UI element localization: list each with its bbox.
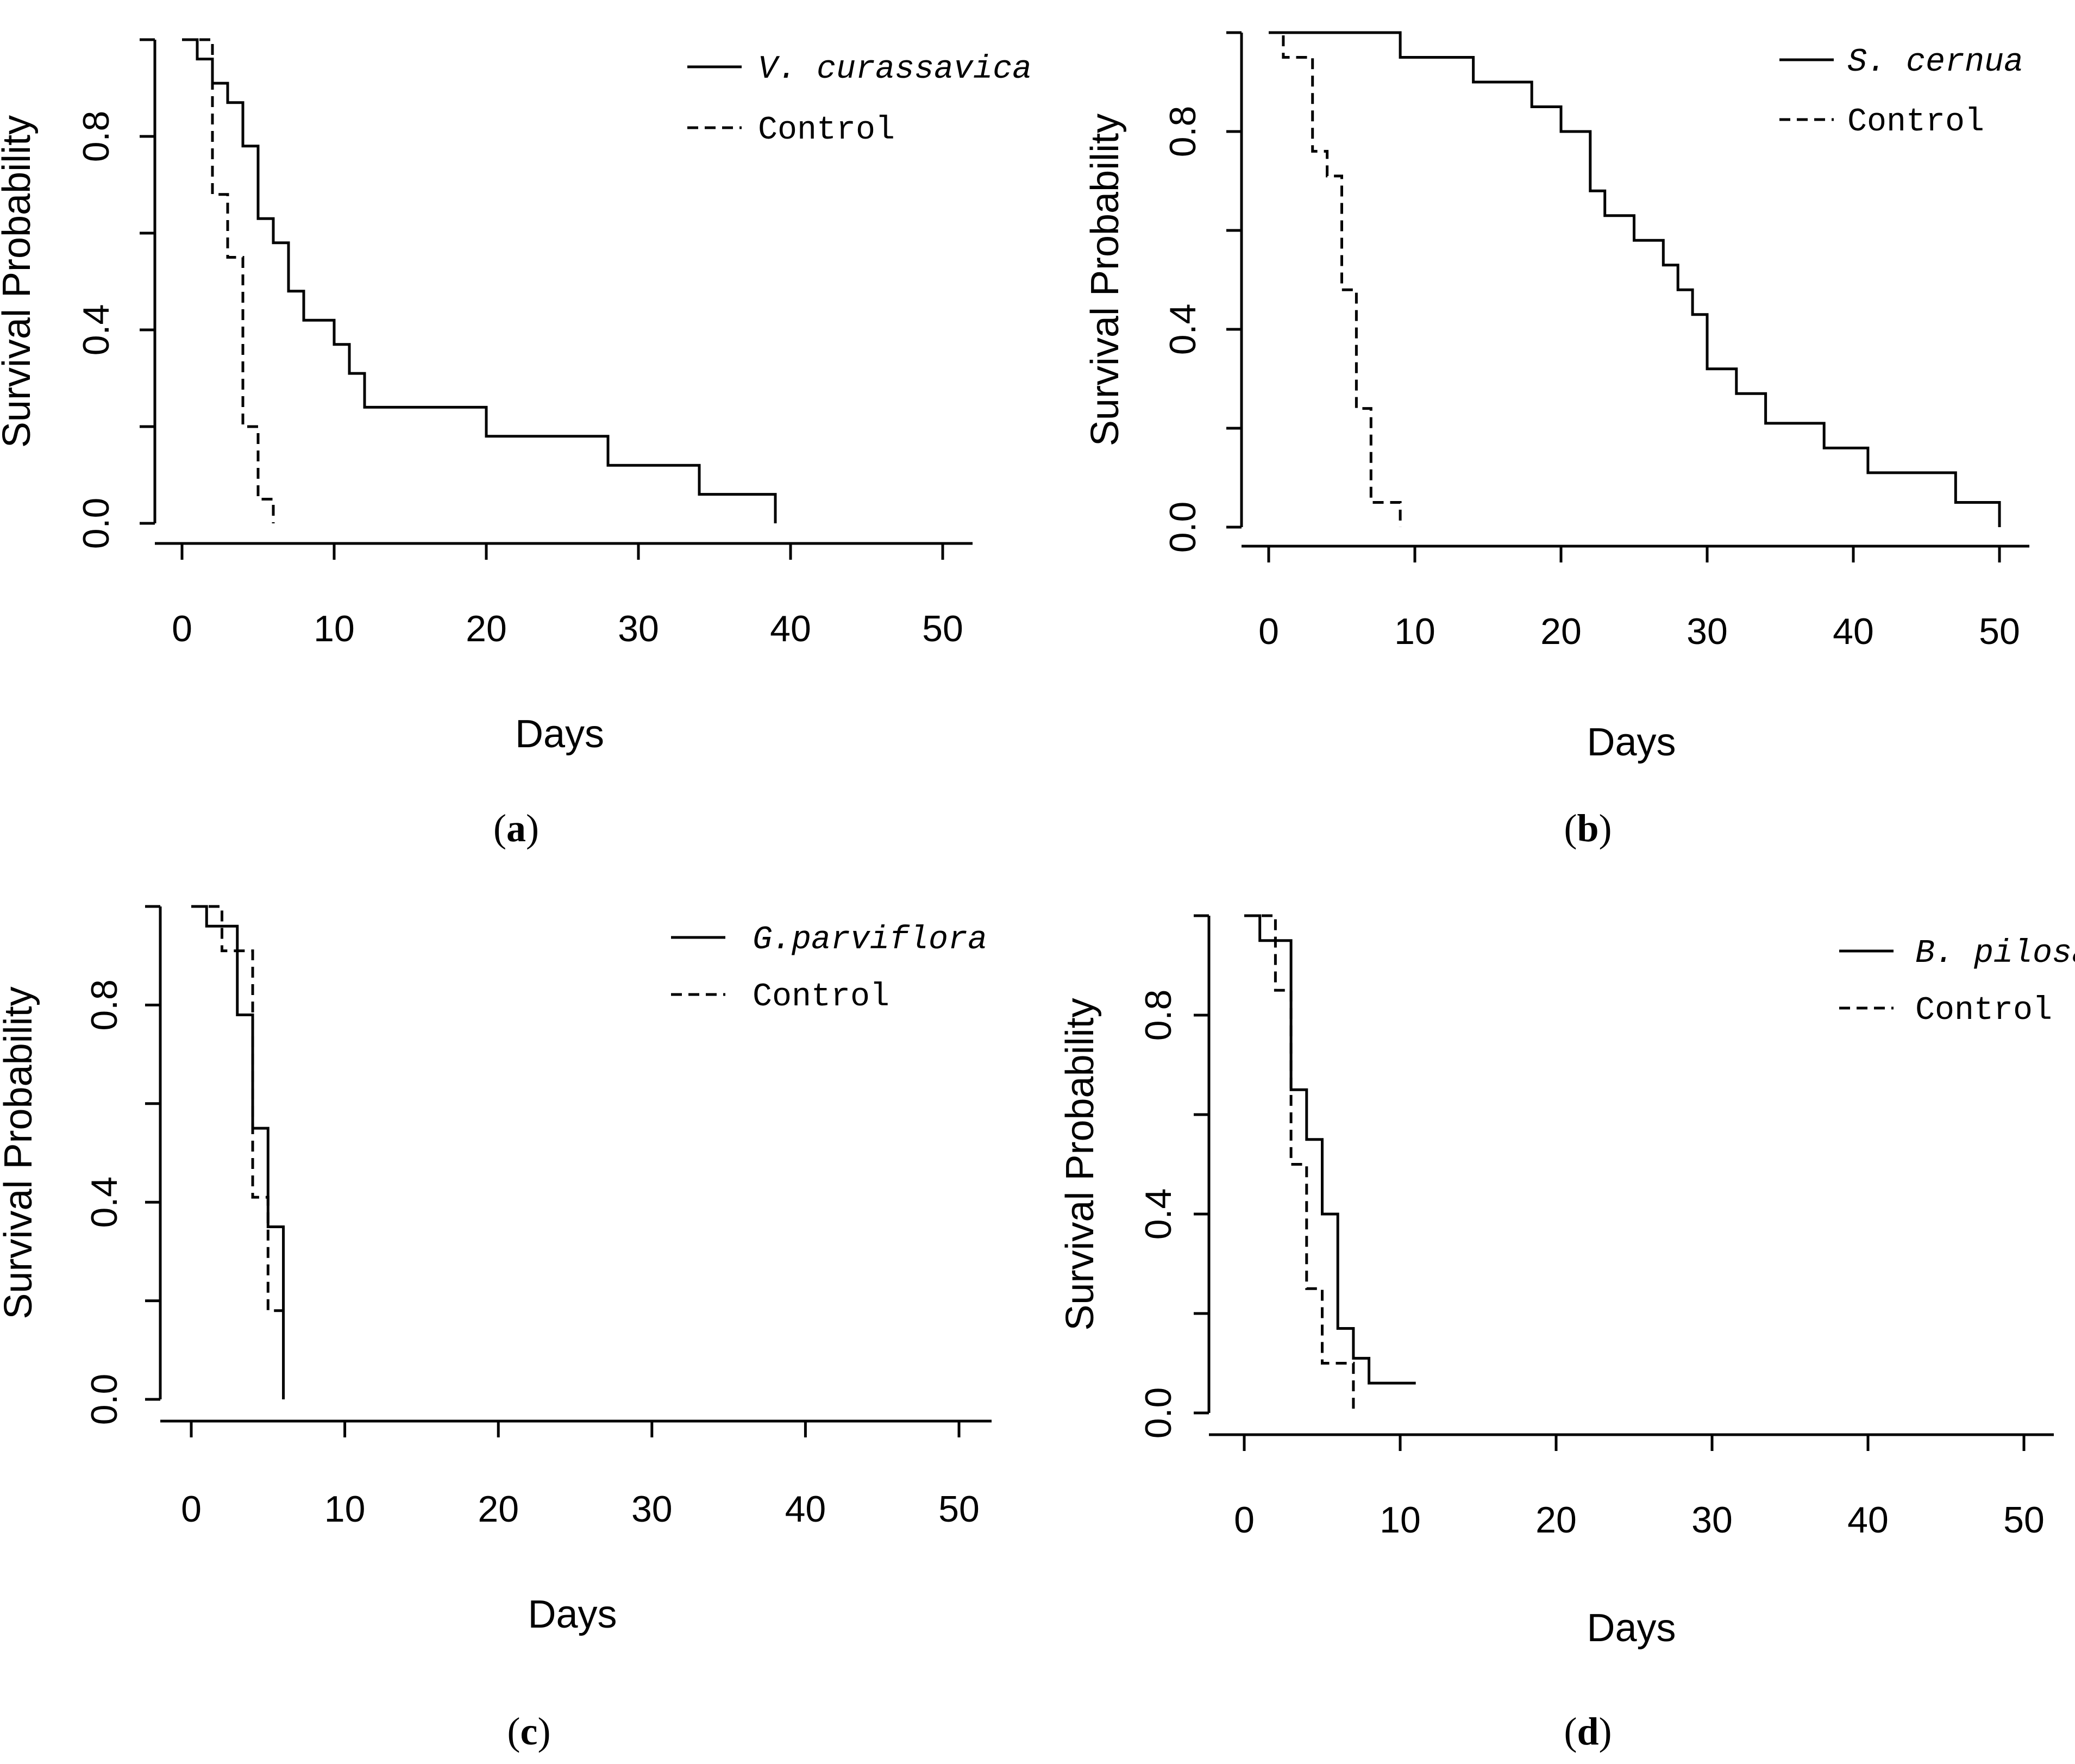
- x-tick-label: 50: [922, 608, 963, 649]
- x-axis-title: Days: [528, 1593, 617, 1636]
- x-tick-label: 50: [938, 1488, 980, 1530]
- y-tick-label: 0.0: [76, 498, 117, 549]
- x-tick-label: 40: [785, 1488, 826, 1530]
- x-axis-title: Days: [515, 712, 604, 756]
- panel-caption: (c): [507, 1710, 551, 1753]
- legend-label: B. pilosa: [1915, 935, 2075, 972]
- y-axis-title: Survival Probability: [1083, 114, 1127, 446]
- x-tick-label: 40: [770, 608, 811, 649]
- caption-paren-open: (: [493, 806, 506, 850]
- y-tick-label: 0.4: [1162, 304, 1203, 355]
- y-tick-label: 0.4: [76, 304, 117, 356]
- y-axis-title: Survival Probability: [0, 115, 39, 448]
- y-tick-label: 0.0: [1162, 502, 1203, 553]
- legend-label: S. cernua: [1847, 44, 2023, 81]
- y-tick-label: 0.8: [76, 111, 117, 162]
- x-tick-label: 20: [1540, 611, 1582, 652]
- caption-letter: b: [1577, 806, 1598, 850]
- x-tick-label: 20: [1535, 1499, 1577, 1541]
- x-tick-label: 30: [1687, 611, 1728, 652]
- y-tick-label: 0.0: [84, 1374, 125, 1425]
- x-axis-title: Days: [1587, 721, 1676, 764]
- caption-paren-close: ): [1599, 1710, 1612, 1753]
- caption-paren-open: (: [507, 1710, 521, 1753]
- legend-label: Control: [753, 979, 889, 1016]
- series-line-treatment: [182, 38, 777, 523]
- x-tick-label: 10: [324, 1488, 366, 1530]
- x-tick-label: 50: [2003, 1499, 2045, 1541]
- series-line-treatment: [1244, 914, 1416, 1385]
- legend-label: Control: [758, 112, 895, 149]
- y-axis-title: Survival Probability: [0, 986, 40, 1319]
- panel-caption: (b): [1564, 806, 1612, 850]
- series-line-treatment: [191, 905, 285, 1399]
- y-tick-label: 0.8: [1162, 106, 1203, 158]
- x-tick-label: 40: [1833, 611, 1874, 652]
- series-line-treatment: [1269, 31, 2001, 527]
- x-tick-label: 10: [314, 608, 355, 649]
- x-tick-label: 0: [1234, 1499, 1255, 1541]
- x-tick-label: 30: [618, 608, 659, 649]
- caption-paren-open: (: [1564, 806, 1577, 850]
- y-tick-label: 0.4: [84, 1177, 125, 1228]
- x-tick-label: 50: [1979, 611, 2020, 652]
- y-tick-label: 0.0: [1138, 1387, 1179, 1439]
- chart-panel-b: 0.0 0.4 0.8 0 10 20 30 40 50 Days Survival Probabi…: [1083, 31, 2029, 850]
- chart-panel-c: 0.0 0.4 0.8 0 10 20 30 40 50 Days Survival Probabi…: [0, 905, 992, 1753]
- x-tick-label: 0: [172, 608, 192, 649]
- y-tick-label: 0.8: [1138, 990, 1179, 1041]
- series-line-control: [1269, 31, 1402, 527]
- caption-paren-close: ): [526, 806, 539, 850]
- x-tick-label: 30: [1691, 1499, 1733, 1541]
- x-tick-label: 0: [1258, 611, 1279, 652]
- legend-label: Control: [1915, 992, 2052, 1029]
- caption-letter: a: [506, 806, 526, 850]
- series-line-control: [191, 905, 284, 1312]
- x-axis-title: Days: [1587, 1606, 1676, 1650]
- series-line-control: [182, 38, 275, 523]
- x-tick-label: 20: [478, 1488, 519, 1530]
- legend-label: V. curassavica: [758, 51, 1032, 88]
- caption-paren-close: ): [1599, 806, 1612, 850]
- caption-paren-close: ): [537, 1710, 550, 1753]
- caption-letter: d: [1577, 1710, 1598, 1753]
- legend-label: G.parviflora: [753, 922, 987, 959]
- y-axis-title: Survival Probability: [1058, 998, 1102, 1330]
- series-line-control: [1244, 914, 1355, 1413]
- x-tick-label: 30: [631, 1488, 673, 1530]
- x-tick-label: 10: [1394, 611, 1435, 652]
- x-tick-label: 0: [181, 1488, 202, 1530]
- y-tick-label: 0.4: [1138, 1188, 1179, 1240]
- chart-panel-d: 0.0 0.4 0.8 0 10 20 30 40 50 Days Survival Probabi…: [1058, 914, 2075, 1753]
- x-tick-label: 40: [1847, 1499, 1889, 1541]
- y-tick-label: 0.8: [84, 979, 125, 1031]
- panel-caption: (a): [493, 806, 539, 850]
- x-tick-label: 20: [466, 608, 507, 649]
- panel-caption: (d): [1564, 1710, 1612, 1753]
- caption-letter: c: [521, 1710, 538, 1753]
- caption-paren-open: (: [1564, 1710, 1577, 1753]
- chart-panel-a: 0.0 0.4 0.8 0 10 20 30 40 50 Days Survival Probabi…: [0, 38, 1032, 850]
- legend-label: Control: [1847, 104, 1984, 141]
- x-tick-label: 10: [1380, 1499, 1421, 1541]
